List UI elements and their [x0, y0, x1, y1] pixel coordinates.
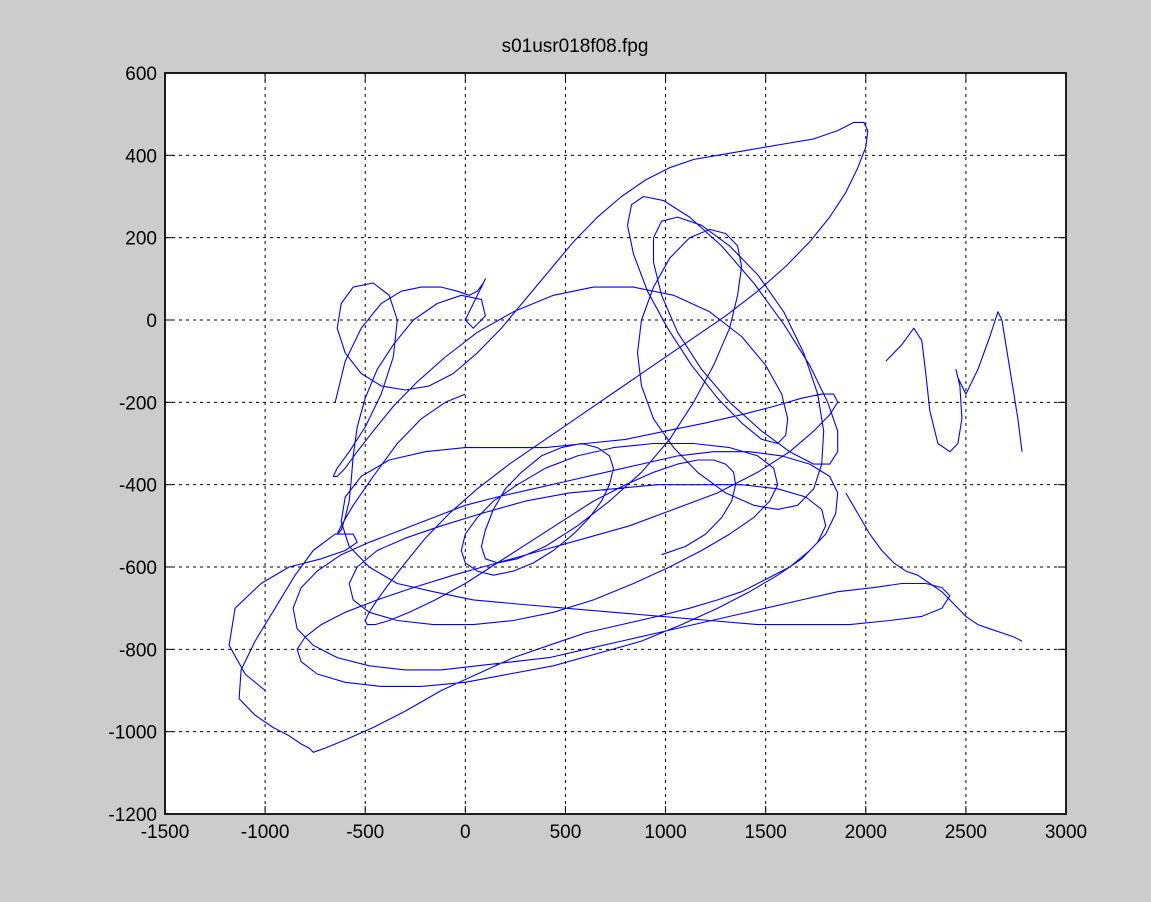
- x-tick-label: 1500: [745, 822, 787, 843]
- y-tick-label: 0: [146, 311, 157, 332]
- series-line: [228, 121, 951, 753]
- y-tick-label: 200: [125, 229, 157, 250]
- y-tick-label: -1200: [108, 805, 157, 826]
- y-tick-label: 400: [125, 146, 157, 167]
- y-tick-label: -1000: [108, 723, 157, 744]
- y-tick-label: -600: [119, 558, 157, 579]
- ticks: -1500 -1000 -500 0 500 1000 1500 2000 2500 3000-1…: [108, 64, 1087, 843]
- x-tick-label: -500: [346, 822, 384, 843]
- series-line: [845, 492, 1023, 642]
- y-tick-label: -800: [119, 640, 157, 661]
- series-line: [334, 278, 486, 535]
- grid: [165, 73, 1066, 814]
- x-tick-label: 0: [460, 822, 471, 843]
- data-series-group: [228, 121, 1023, 753]
- x-tick-label: 2500: [945, 822, 987, 843]
- y-tick-label: -400: [119, 476, 157, 497]
- x-tick-label: 3000: [1045, 822, 1087, 843]
- series-line: [885, 311, 1023, 453]
- x-tick-label: -1500: [141, 822, 190, 843]
- y-tick-label: 600: [125, 64, 157, 85]
- x-tick-label: 500: [550, 822, 582, 843]
- plot-area: [164, 72, 1067, 815]
- plot-frame: [164, 72, 1067, 815]
- x-tick-label: -1000: [241, 822, 290, 843]
- x-tick-label: 1000: [644, 822, 686, 843]
- x-tick-label: 2000: [845, 822, 887, 843]
- chart-title: s01usr018f08.fpg: [502, 36, 649, 57]
- y-tick-label: -200: [119, 393, 157, 414]
